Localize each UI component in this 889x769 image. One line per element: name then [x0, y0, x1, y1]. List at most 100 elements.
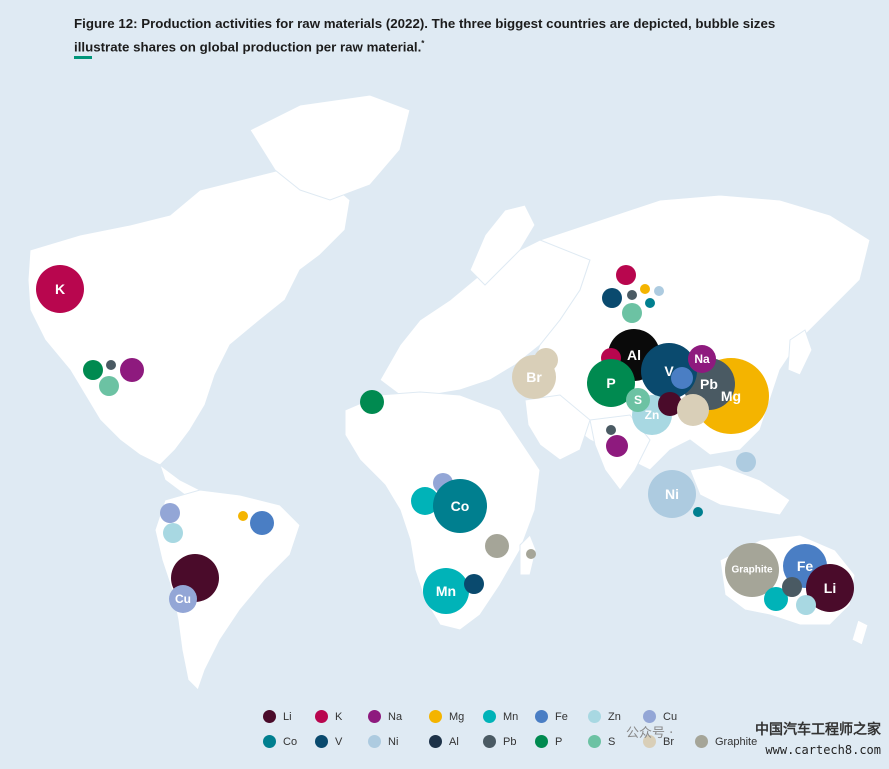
- legend-item-graphite: Graphite: [695, 735, 757, 748]
- bubble-label-co: Co: [451, 498, 470, 514]
- bubble-graphite: [526, 549, 536, 559]
- bubble-fe: [250, 511, 274, 535]
- bubble-label-br: Br: [526, 369, 542, 385]
- caption-accent-rule: [74, 56, 92, 59]
- bubble-v: [464, 574, 484, 594]
- legend-item-p: P: [535, 735, 562, 748]
- legend-item-pb: Pb: [483, 735, 516, 748]
- bubble-s: [626, 388, 650, 412]
- legend-label: Fe: [555, 710, 568, 723]
- land-south-america: [154, 489, 301, 691]
- bubble-graphite: [725, 543, 779, 597]
- bubble-na: [120, 358, 144, 382]
- bubble-zn: [796, 595, 816, 615]
- figure-caption: Figure 12: Production activities for raw…: [74, 14, 794, 57]
- legend-label: K: [335, 710, 343, 723]
- legend-swatch: [368, 735, 381, 748]
- legend-swatch: [588, 735, 601, 748]
- legend-item-al: Al: [429, 735, 459, 748]
- legend-swatch: [429, 735, 442, 748]
- wechat-label: 公众号 ·: [626, 726, 674, 741]
- bubble-label-ni: Ni: [665, 486, 679, 502]
- bubble-label-k: K: [55, 281, 65, 297]
- legend-label: Mg: [449, 710, 465, 723]
- bubble-p: [587, 359, 635, 407]
- legend-item-mn: Mn: [483, 710, 518, 723]
- legend-swatch: [535, 735, 548, 748]
- land-greenland: [249, 94, 411, 201]
- land-north-america: [27, 169, 351, 466]
- bubble-p: [83, 360, 103, 380]
- bubble-na: [606, 435, 628, 457]
- legend-item-li: Li: [263, 710, 292, 723]
- bubble-label-pb: Pb: [700, 376, 718, 392]
- legend-swatch: [315, 735, 328, 748]
- bubble-pb: [782, 577, 802, 597]
- watermark: 中国汽车工程师之家 www.cartech8.com: [755, 720, 881, 760]
- bubble-ni: [648, 470, 696, 518]
- legend-swatch: [263, 735, 276, 748]
- legend-item-mg: Mg: [429, 710, 464, 723]
- bubble-label-cu: Cu: [175, 592, 191, 606]
- legend-label: Br: [663, 735, 674, 748]
- legend-label: P: [555, 735, 563, 748]
- legend-label: Cu: [663, 710, 678, 723]
- bubble-label-mg: Mg: [721, 388, 741, 404]
- bubble-mg: [238, 511, 248, 521]
- bubble-graphite: [485, 534, 509, 558]
- legend-swatch: [429, 710, 442, 723]
- legend-label: Al: [449, 735, 459, 748]
- bubble-cu: [160, 503, 180, 523]
- legend-item-zn: Zn: [588, 710, 621, 723]
- bubble-li: [658, 392, 682, 416]
- bubble-co: [693, 507, 703, 517]
- legend-label: Ni: [388, 735, 399, 748]
- bubble-ni: [736, 452, 756, 472]
- bubble-na: [688, 345, 716, 373]
- legend-swatch: [643, 735, 656, 748]
- legend-item-br: Br: [643, 735, 674, 748]
- bubble-label-p: P: [606, 375, 615, 391]
- watermark-url: www.cartech8.com: [765, 743, 881, 757]
- bubble-zn: [163, 523, 183, 543]
- bubble-mn: [423, 568, 469, 614]
- legend-swatch: [588, 710, 601, 723]
- legend-label: Graphite: [715, 735, 758, 748]
- legend-label: Li: [283, 710, 292, 723]
- legend-item-na: Na: [368, 710, 402, 723]
- bubble-label-li: Li: [824, 580, 836, 596]
- bubble-mg: [640, 284, 650, 294]
- bubble-label-mn: Mn: [436, 583, 456, 599]
- legend-swatch: [315, 710, 328, 723]
- legend-label: Pb: [503, 735, 517, 748]
- watermark-name: 中国汽车工程师之家: [755, 722, 881, 738]
- bubble-br: [677, 394, 709, 426]
- bubble-pb: [606, 425, 616, 435]
- legend-label: S: [608, 735, 616, 748]
- legend-label: Na: [388, 710, 403, 723]
- bubble-ni: [654, 286, 664, 296]
- bubble-k: [36, 265, 84, 313]
- bubble-co: [433, 479, 487, 533]
- bubble-k: [616, 265, 636, 285]
- legend-swatch: [643, 710, 656, 723]
- legend-item-v: V: [315, 735, 342, 748]
- legend-item-s: S: [588, 735, 615, 748]
- legend-label: Mn: [503, 710, 519, 723]
- bubble-pb: [627, 290, 637, 300]
- bubble-label-na: Na: [694, 352, 710, 366]
- bubble-label-zn: Zn: [645, 408, 660, 422]
- legend-swatch: [535, 710, 548, 723]
- legend-item-fe: Fe: [535, 710, 568, 723]
- land-se-asia: [689, 464, 791, 516]
- land-arabia: [524, 394, 591, 461]
- legend-swatch: [483, 710, 496, 723]
- bubble-s: [99, 376, 119, 396]
- land-scandinavia: [469, 204, 536, 286]
- legend-item-ni: Ni: [368, 735, 398, 748]
- bubble-s: [622, 303, 642, 323]
- bubble-pb: [106, 360, 116, 370]
- bubble-li: [806, 564, 854, 612]
